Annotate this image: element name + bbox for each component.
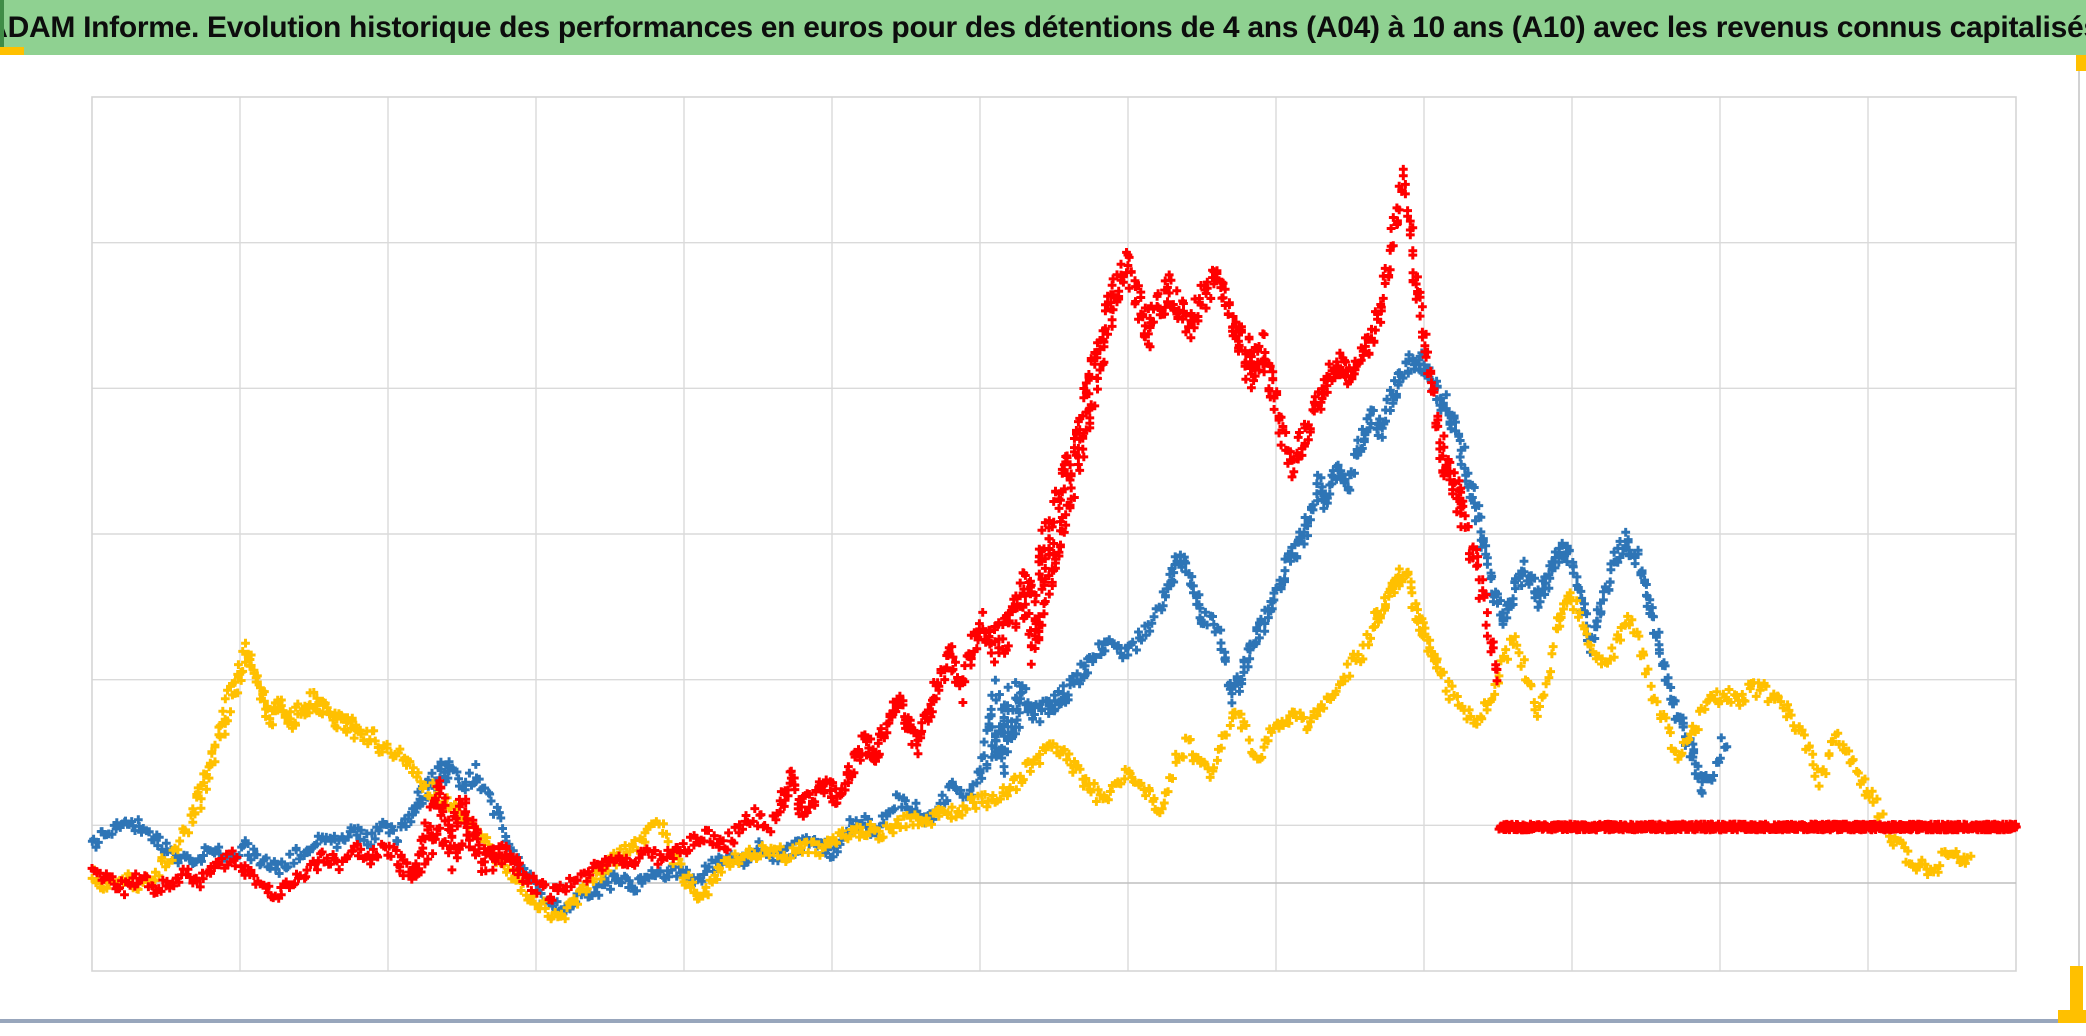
gold-corner-mark-top-right [2076, 55, 2086, 71]
gold-corner-mark-bottom-right-horizontal [2058, 1010, 2086, 1023]
window-bottom-border [0, 1019, 2086, 1023]
gold-corner-mark-bottom-right-vertical [2070, 966, 2083, 1014]
series-serie-bleue [87, 348, 1732, 916]
series-serie-rouge [87, 164, 2021, 905]
chart-title-bar: ADAM Informe. Evolution historique des p… [0, 0, 2086, 55]
chart-title: ADAM Informe. Evolution historique des p… [0, 10, 2086, 44]
window-right-border[interactable] [2078, 55, 2080, 1019]
title-bar-left-edge-accent [0, 0, 4, 55]
series-serie-jaune [87, 564, 1976, 924]
gold-corner-mark-top-left [0, 47, 24, 55]
plot-area-border [91, 96, 2017, 972]
